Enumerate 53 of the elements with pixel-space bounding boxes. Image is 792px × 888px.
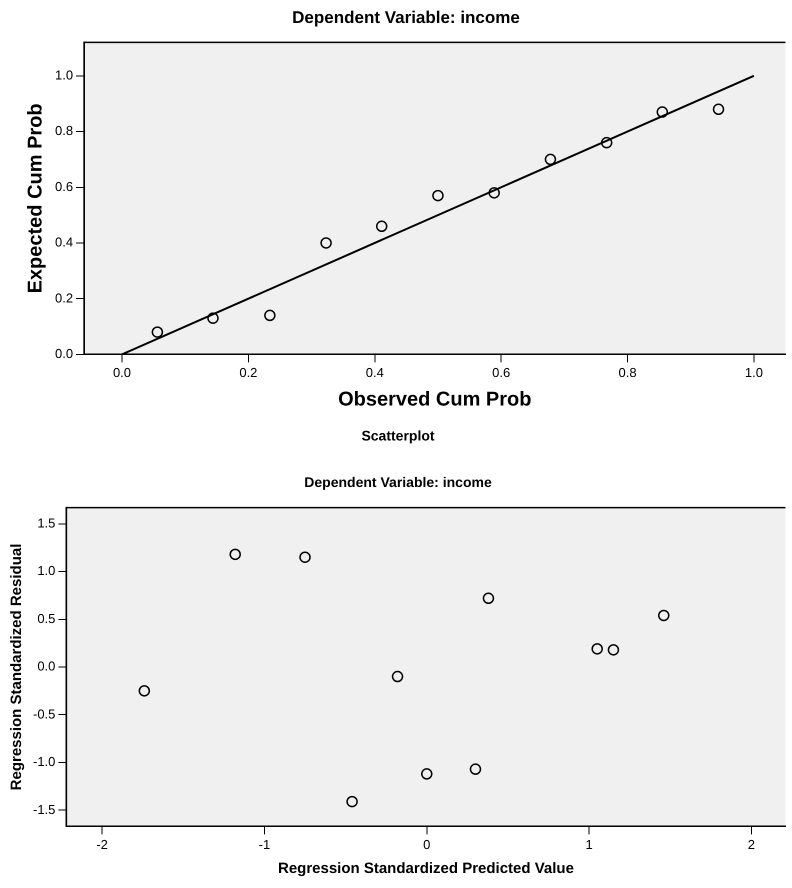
y-tick-label: 1.0 [37, 563, 56, 578]
point [138, 685, 150, 697]
y-tick-label: 0.4 [54, 234, 74, 250]
chart-title: Scatterplot [361, 427, 435, 444]
y-tick-label: 0.0 [37, 658, 56, 674]
point [207, 312, 219, 324]
chart-subtitle: Dependent Variable: income [304, 474, 492, 490]
y-axis-title: Expected Cum Prob [24, 103, 47, 294]
point [656, 106, 668, 118]
x-tick-label: 1.0 [744, 364, 763, 380]
x-axis-title: Regression Standardized Predicted Value [278, 860, 574, 878]
y-tick-label: 1.5 [37, 515, 56, 530]
point [488, 187, 500, 199]
point [421, 768, 433, 780]
point [482, 592, 494, 604]
point [591, 643, 603, 655]
y-tick-label: -1.0 [32, 754, 56, 770]
y-axis-title: Regression Standardized Residual [8, 544, 26, 790]
x-tick-label: 0.2 [239, 364, 258, 380]
y-tick-label: 0.6 [54, 178, 74, 194]
x-tick-label: -2 [96, 836, 108, 852]
point [712, 104, 724, 116]
x-tick-label: 0 [423, 836, 430, 852]
point [299, 551, 311, 563]
point [346, 796, 358, 808]
x-tick-label: 0.0 [112, 364, 132, 380]
y-tick-label: 0.8 [54, 123, 74, 138]
x-tick-label: 0.6 [492, 364, 510, 380]
y-tick-label: 0.5 [37, 610, 56, 626]
y-tick-label: 1.0 [54, 67, 74, 82]
x-axis-title: Observed Cum Prob [338, 388, 532, 411]
y-tick-label: -0.5 [32, 706, 56, 722]
point [152, 326, 164, 338]
x-tick-label: 0.4 [366, 364, 384, 380]
point [264, 310, 276, 322]
y-tick-label: 0.0 [54, 346, 74, 361]
point [608, 644, 620, 656]
point [470, 763, 482, 775]
y-tick-label: -1.5 [32, 802, 56, 817]
point [392, 670, 404, 682]
point [376, 220, 388, 232]
point [432, 190, 444, 202]
x-tick-label: 2 [748, 836, 756, 852]
y-tick-label: 0.2 [54, 290, 74, 306]
x-tick-label: -1 [258, 836, 270, 852]
point [544, 154, 556, 166]
x-tick-label: 0.8 [618, 364, 637, 380]
point [229, 548, 241, 560]
point [600, 136, 612, 148]
point [320, 237, 332, 249]
x-tick-label: 1 [585, 836, 593, 852]
point [658, 610, 670, 622]
chart-title: Dependent Variable: income [292, 8, 520, 27]
